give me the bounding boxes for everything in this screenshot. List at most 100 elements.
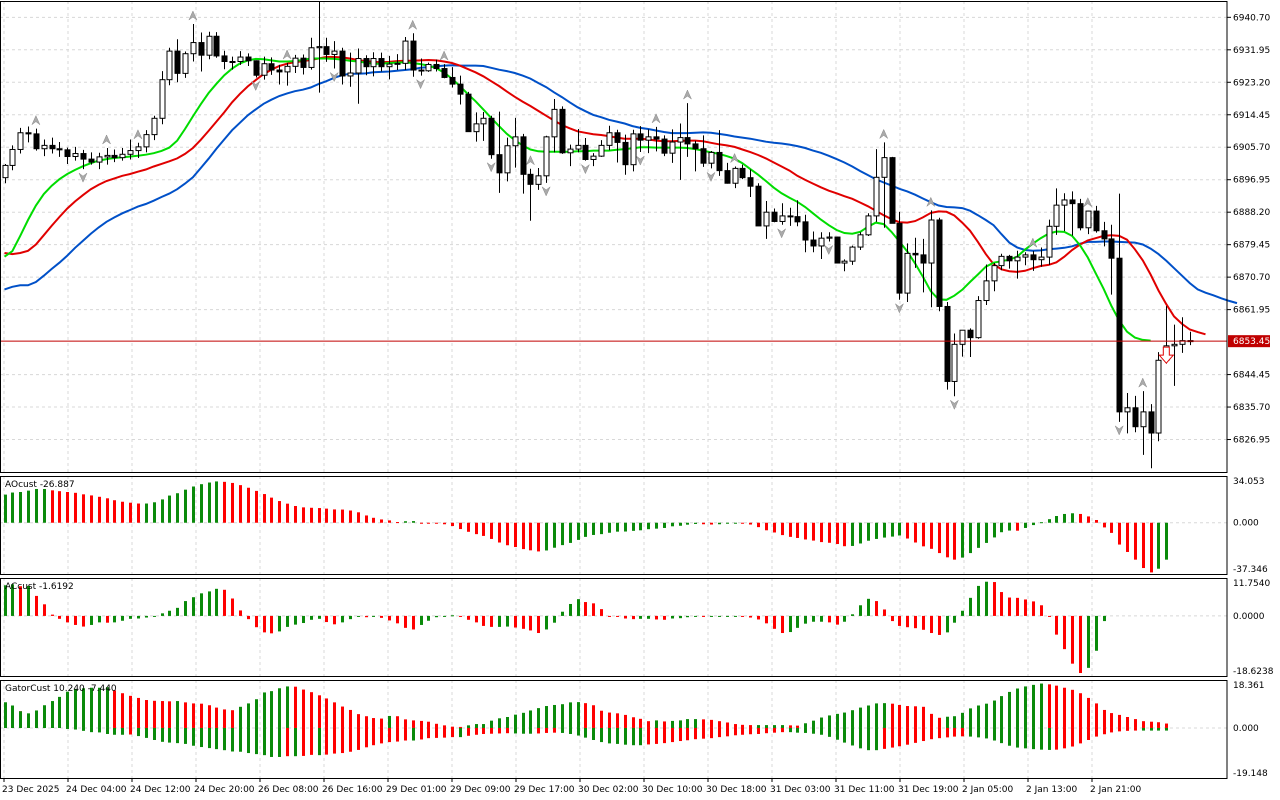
fractal-down-icon [251, 80, 261, 92]
candle [1093, 205, 1100, 233]
ao-bar [1150, 522, 1153, 573]
gator-lower-bar [427, 727, 430, 739]
gator-panel[interactable]: GatorCust 10.240 -7.440 [0, 680, 1227, 778]
candle [763, 201, 770, 239]
ao-bar [388, 520, 391, 523]
ao-bar [875, 522, 878, 539]
time-axis-label: 2 Jan 21:00 [1090, 785, 1142, 795]
ao-bar [1071, 513, 1074, 523]
fractal-up-icon [525, 155, 536, 166]
candle [998, 253, 1005, 271]
gator-lower-bar [412, 727, 415, 741]
gator-upper-bar [388, 715, 391, 728]
bull-candle-body [1061, 199, 1068, 206]
candle [582, 137, 589, 161]
time-axis-label: 24 Dec 04:00 [66, 785, 127, 795]
gator-lower-bar [836, 727, 839, 740]
candle [323, 37, 330, 62]
gator-lower-bar [506, 727, 509, 734]
gator-upper-bar [231, 710, 234, 728]
ac-bar [977, 585, 980, 616]
candle [449, 67, 456, 88]
candle [520, 133, 527, 194]
fractal-up-icon [188, 10, 198, 21]
fractal-up-icon [729, 152, 740, 164]
gator-upper-bar [294, 686, 297, 728]
bull-candle-body [331, 50, 338, 55]
candle [606, 125, 613, 151]
ao-bar [514, 522, 517, 548]
bear-candle-body [433, 63, 440, 70]
ac-bar [537, 615, 540, 634]
price-axis-label: 6835.70 [1233, 403, 1270, 413]
bear-candle-body [771, 211, 778, 222]
bull-candle-body [1124, 407, 1131, 413]
ao-bar [1063, 513, 1066, 523]
gator-lower-bar [930, 727, 933, 740]
gator-upper-bar [1055, 685, 1058, 728]
candle [865, 213, 872, 236]
candle [512, 117, 519, 168]
gator-lower-bar [953, 727, 956, 737]
gator-upper-bar [365, 716, 368, 728]
candle [873, 149, 880, 222]
gator-lower-bar [168, 727, 171, 743]
gator-lower-bar [4, 702, 7, 728]
candle [920, 238, 927, 293]
ao-bar [192, 486, 195, 523]
time-axis-label: 31 Dec 19:00 [898, 785, 959, 795]
candle [1038, 247, 1045, 267]
gator-lower-bar [914, 727, 917, 743]
ao-bar [223, 481, 226, 523]
time-axis-label: 26 Dec 08:00 [258, 785, 319, 795]
time-axis-label: 30 Dec 02:00 [578, 785, 639, 795]
candle [841, 259, 848, 272]
ao-bar [561, 522, 564, 546]
candle [661, 135, 668, 157]
time-axis-label: 24 Dec 20:00 [194, 785, 255, 795]
gator-lower-bar [223, 727, 226, 751]
bear-candle-body [111, 154, 118, 159]
ao-bar [200, 484, 203, 523]
gator-lower-bar [388, 727, 391, 743]
gator-upper-bar [961, 712, 964, 728]
ao-bar [616, 522, 619, 532]
gator-lower-bar [686, 727, 689, 741]
gator-upper-bar [1103, 709, 1106, 728]
gator-upper-bar [1157, 722, 1160, 728]
ac-bar [804, 615, 807, 624]
gator-lower-bar [985, 727, 988, 739]
ac-bar [286, 615, 289, 627]
bull-candle-body [826, 236, 833, 239]
ac-bar [812, 615, 815, 622]
bear-candle-body [661, 138, 668, 154]
time-axis-label: 29 Dec 01:00 [386, 785, 447, 795]
price-panel[interactable]: 6853.45 [0, 0, 1270, 469]
gator-upper-bar [506, 716, 509, 728]
ao-bar [734, 522, 737, 524]
bear-candle-body [692, 143, 699, 150]
bull-candle-body [229, 60, 236, 63]
candle [716, 130, 723, 176]
bear-candle-body [896, 222, 903, 294]
ao-bar [686, 522, 689, 525]
candle [1077, 198, 1084, 231]
fractal-up-icon [926, 196, 936, 208]
ao-panel[interactable]: AOcust -26.887 [0, 476, 1227, 574]
ac-panel[interactable]: ACcust -1.6192 [0, 578, 1227, 676]
candle [755, 183, 762, 227]
alligator-lines [3, 56, 1238, 342]
gator-upper-bar [702, 719, 705, 728]
ao-bar [318, 508, 321, 523]
ao-bar [396, 522, 399, 524]
gator-lower-bar [1071, 727, 1074, 747]
ac-bar [875, 601, 878, 616]
ac-bar [451, 615, 454, 617]
gator-upper-bar [161, 701, 164, 728]
candle [308, 37, 315, 70]
ac-bar [1063, 615, 1066, 650]
ac-bar [106, 615, 109, 623]
gator-upper-bar [1165, 723, 1168, 728]
gator-upper-bar [946, 716, 949, 728]
